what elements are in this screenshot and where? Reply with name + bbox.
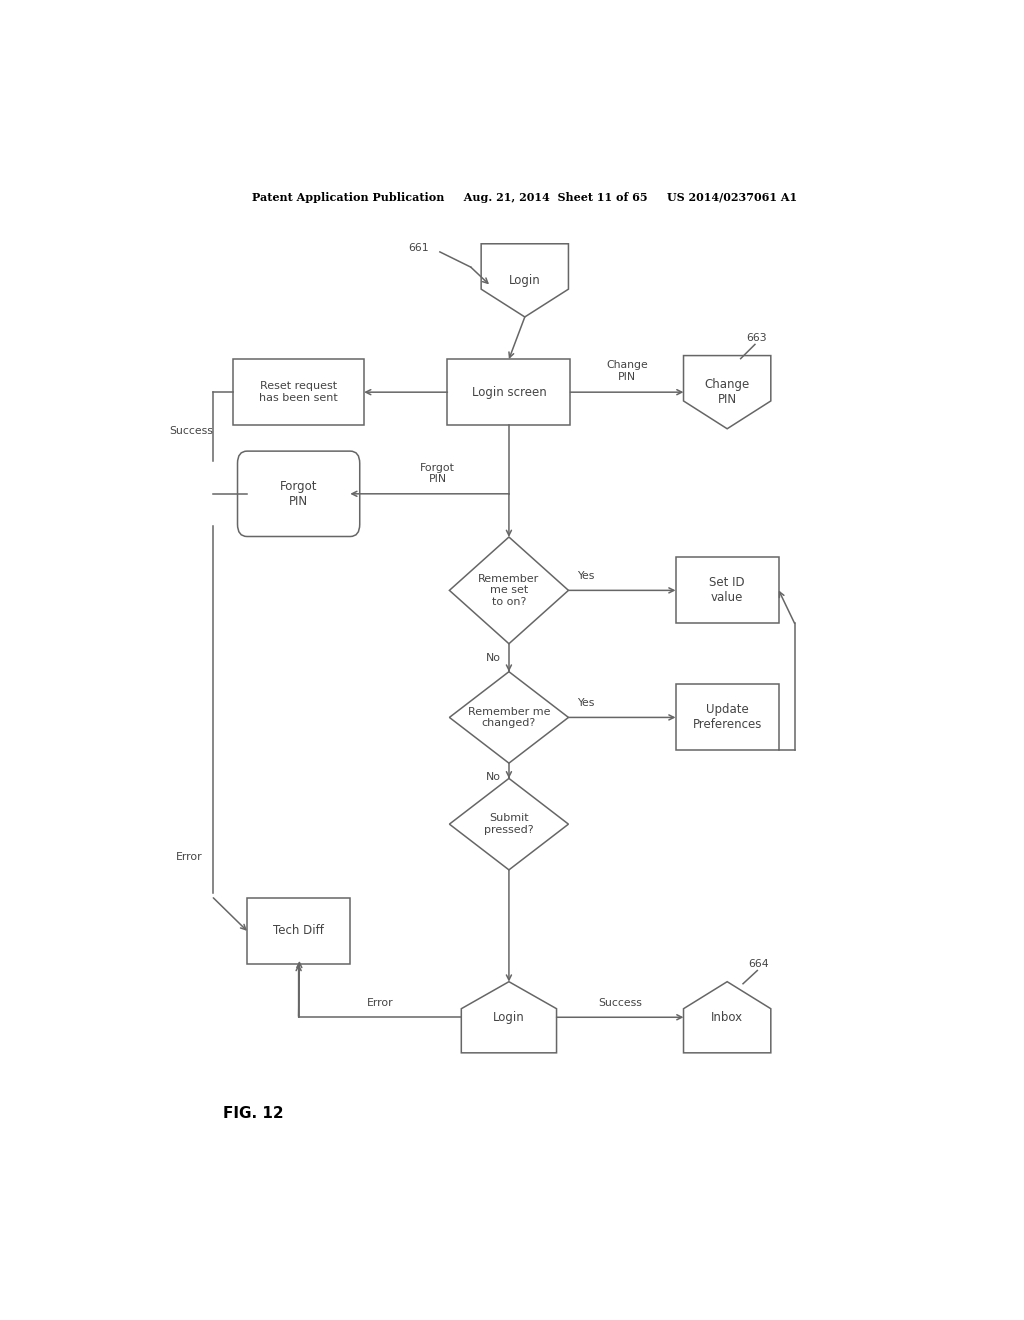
Text: Remember
me set
to on?: Remember me set to on?: [478, 574, 540, 607]
Text: Submit
pressed?: Submit pressed?: [484, 813, 534, 836]
Text: Set ID
value: Set ID value: [710, 577, 745, 605]
Text: Yes: Yes: [578, 572, 595, 581]
Text: Login: Login: [493, 1011, 525, 1024]
Bar: [676, 684, 778, 751]
Text: Reset request
has been sent: Reset request has been sent: [259, 381, 338, 403]
Text: Remember me
changed?: Remember me changed?: [468, 706, 550, 729]
Text: Tech Diff: Tech Diff: [273, 924, 324, 937]
Bar: [247, 898, 350, 964]
Bar: [447, 359, 570, 425]
Text: Change
PIN: Change PIN: [606, 360, 648, 381]
Text: Forgot
PIN: Forgot PIN: [280, 479, 317, 508]
Text: Forgot
PIN: Forgot PIN: [420, 463, 455, 484]
Text: Login: Login: [509, 273, 541, 286]
Bar: [676, 557, 778, 623]
Text: No: No: [485, 772, 501, 783]
Text: Success: Success: [169, 426, 213, 436]
Text: 661: 661: [409, 243, 429, 253]
Text: Change
PIN: Change PIN: [705, 378, 750, 407]
Text: 664: 664: [749, 960, 769, 969]
Bar: [233, 359, 365, 425]
Text: Login screen: Login screen: [472, 385, 546, 399]
Text: Yes: Yes: [578, 698, 595, 709]
Text: 663: 663: [746, 334, 767, 343]
Text: Update
Preferences: Update Preferences: [692, 704, 762, 731]
Text: No: No: [485, 653, 501, 663]
Text: Success: Success: [598, 998, 642, 1008]
Text: Inbox: Inbox: [711, 1011, 743, 1024]
Text: Patent Application Publication     Aug. 21, 2014  Sheet 11 of 65     US 2014/023: Patent Application Publication Aug. 21, …: [252, 191, 798, 202]
Text: Error: Error: [176, 853, 203, 862]
Text: Error: Error: [367, 998, 393, 1008]
Text: FIG. 12: FIG. 12: [223, 1106, 284, 1121]
